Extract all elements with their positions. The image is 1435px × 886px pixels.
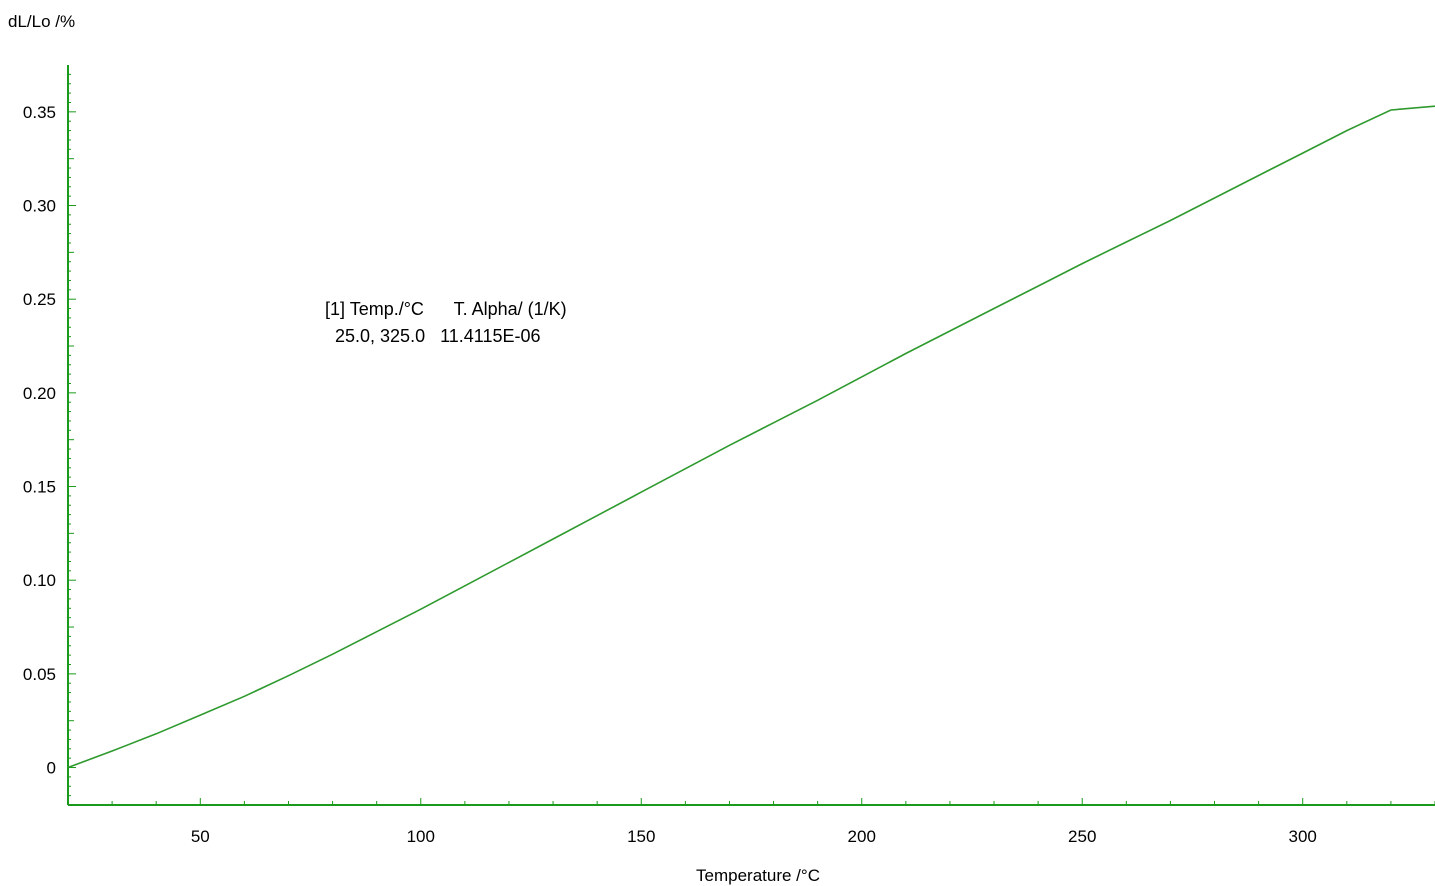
fit-annotation: [1] Temp./°C T. Alpha/ (1/K) 25.0, 325.0… bbox=[325, 299, 567, 346]
y-tick-label: 0.20 bbox=[23, 384, 56, 403]
series-layer bbox=[67, 105, 1435, 769]
x-tick-label: 250 bbox=[1068, 827, 1096, 846]
y-tick-label: 0.15 bbox=[23, 478, 56, 497]
x-tick-label: 200 bbox=[848, 827, 876, 846]
axes bbox=[67, 65, 1435, 806]
x-axis-title: Temperature /°C bbox=[696, 866, 820, 885]
y-tick-label: 0.05 bbox=[23, 665, 56, 684]
x-tick-label: 150 bbox=[627, 827, 655, 846]
x-tick-label: 50 bbox=[191, 827, 210, 846]
y-ticks: 0 0.05 0.10 0.15 0.20 0.25 0.30 0.35 bbox=[23, 73, 76, 797]
x-tick-label: 300 bbox=[1289, 827, 1317, 846]
y-tick-label: 0.35 bbox=[23, 103, 56, 122]
x-ticks: 50 100 150 200 250 300 bbox=[111, 798, 1435, 846]
annotation-line-1: [1] Temp./°C T. Alpha/ (1/K) bbox=[325, 299, 567, 319]
series-line bbox=[67, 105, 1435, 769]
y-tick-label: 0.10 bbox=[23, 571, 56, 590]
y-tick-label: 0.30 bbox=[23, 197, 56, 216]
y-axis-title: dL/Lo /% bbox=[8, 12, 75, 31]
y-tick-label: 0.25 bbox=[23, 290, 56, 309]
x-tick-label: 100 bbox=[407, 827, 435, 846]
annotation-line-2: 25.0, 325.0 11.4115E-06 bbox=[325, 326, 541, 346]
y-tick-label: 0 bbox=[47, 759, 56, 778]
